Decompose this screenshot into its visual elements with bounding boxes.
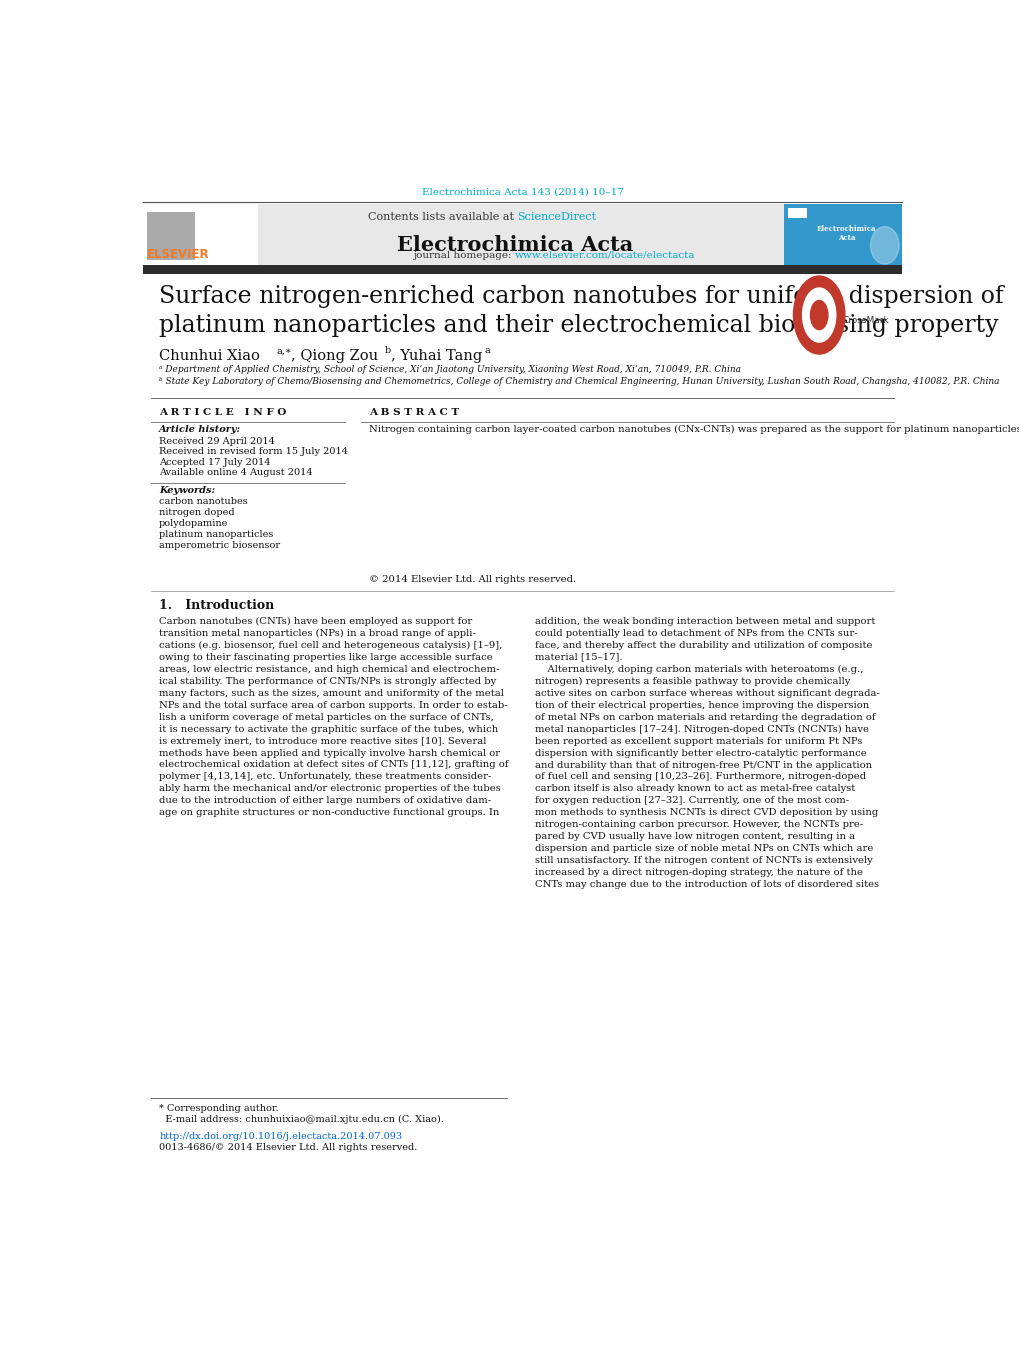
Text: Electrochimica Acta: Electrochimica Acta: [396, 235, 633, 255]
Text: Received in revised form 15 July 2014: Received in revised form 15 July 2014: [159, 447, 347, 457]
Text: Nitrogen containing carbon layer-coated carbon nanotubes (CNx-CNTs) was prepared: Nitrogen containing carbon layer-coated …: [368, 426, 1019, 435]
Text: b: b: [384, 346, 390, 355]
Text: amperometric biosensor: amperometric biosensor: [159, 540, 280, 550]
Text: Electrochimica
Acta: Electrochimica Acta: [816, 224, 875, 242]
Text: journal homepage:: journal homepage:: [413, 251, 515, 259]
FancyBboxPatch shape: [143, 204, 902, 266]
Text: Contents lists available at: Contents lists available at: [368, 212, 517, 222]
Text: ᵃ Department of Applied Chemistry, School of Science, Xi’an Jiaotong University,: ᵃ Department of Applied Chemistry, Schoo…: [159, 365, 741, 374]
Text: polydopamine: polydopamine: [159, 519, 228, 528]
Text: ScienceDirect: ScienceDirect: [517, 212, 596, 222]
FancyBboxPatch shape: [783, 204, 902, 266]
Text: E-mail address: chunhuixiao@mail.xjtu.edu.cn (C. Xiao).: E-mail address: chunhuixiao@mail.xjtu.ed…: [159, 1115, 443, 1124]
Text: carbon nanotubes: carbon nanotubes: [159, 497, 248, 507]
Text: Chunhui Xiao: Chunhui Xiao: [159, 350, 260, 363]
Text: , Yuhai Tang: , Yuhai Tang: [390, 350, 482, 363]
Text: 1.   Introduction: 1. Introduction: [159, 598, 274, 612]
Text: ELSEVIER: ELSEVIER: [147, 249, 210, 261]
FancyBboxPatch shape: [787, 208, 807, 219]
Text: CrossMark: CrossMark: [842, 316, 889, 324]
Ellipse shape: [810, 300, 827, 330]
Text: Article history:: Article history:: [159, 426, 242, 434]
Text: © 2014 Elsevier Ltd. All rights reserved.: © 2014 Elsevier Ltd. All rights reserved…: [368, 576, 575, 584]
Text: addition, the weak bonding interaction between metal and support
could potential: addition, the weak bonding interaction b…: [534, 616, 878, 889]
FancyBboxPatch shape: [143, 265, 902, 274]
Ellipse shape: [793, 276, 844, 354]
Text: Received 29 April 2014: Received 29 April 2014: [159, 436, 275, 446]
Text: nitrogen doped: nitrogen doped: [159, 508, 234, 517]
Text: Surface nitrogen-enriched carbon nanotubes for uniform dispersion of
platinum na: Surface nitrogen-enriched carbon nanotub…: [159, 285, 1003, 338]
Text: A B S T R A C T: A B S T R A C T: [368, 408, 459, 416]
Text: Accepted 17 July 2014: Accepted 17 July 2014: [159, 458, 270, 466]
Text: Carbon nanotubes (CNTs) have been employed as support for
transition metal nanop: Carbon nanotubes (CNTs) have been employ…: [159, 616, 508, 817]
Text: , Qiong Zou: , Qiong Zou: [290, 350, 378, 363]
Text: ᵇ State Key Laboratory of Chemo/Biosensing and Chemometrics, College of Chemistr: ᵇ State Key Laboratory of Chemo/Biosensi…: [159, 377, 999, 386]
FancyBboxPatch shape: [147, 212, 195, 259]
Text: a,∗: a,∗: [276, 346, 291, 355]
Text: Keywords:: Keywords:: [159, 485, 215, 494]
Ellipse shape: [802, 288, 835, 342]
Text: 0013-4686/© 2014 Elsevier Ltd. All rights reserved.: 0013-4686/© 2014 Elsevier Ltd. All right…: [159, 1143, 417, 1152]
Text: a: a: [484, 346, 490, 355]
Text: A R T I C L E   I N F O: A R T I C L E I N F O: [159, 408, 286, 416]
Text: Electrochimica Acta 143 (2014) 10–17: Electrochimica Acta 143 (2014) 10–17: [422, 186, 623, 196]
FancyBboxPatch shape: [143, 204, 258, 266]
Text: Available online 4 August 2014: Available online 4 August 2014: [159, 467, 313, 477]
Circle shape: [869, 227, 898, 263]
Text: * Corresponding author.: * Corresponding author.: [159, 1104, 278, 1113]
Text: http://dx.doi.org/10.1016/j.electacta.2014.07.093: http://dx.doi.org/10.1016/j.electacta.20…: [159, 1132, 401, 1140]
Text: www.elsevier.com/locate/electacta: www.elsevier.com/locate/electacta: [515, 251, 695, 259]
Text: platinum nanoparticles: platinum nanoparticles: [159, 530, 273, 539]
